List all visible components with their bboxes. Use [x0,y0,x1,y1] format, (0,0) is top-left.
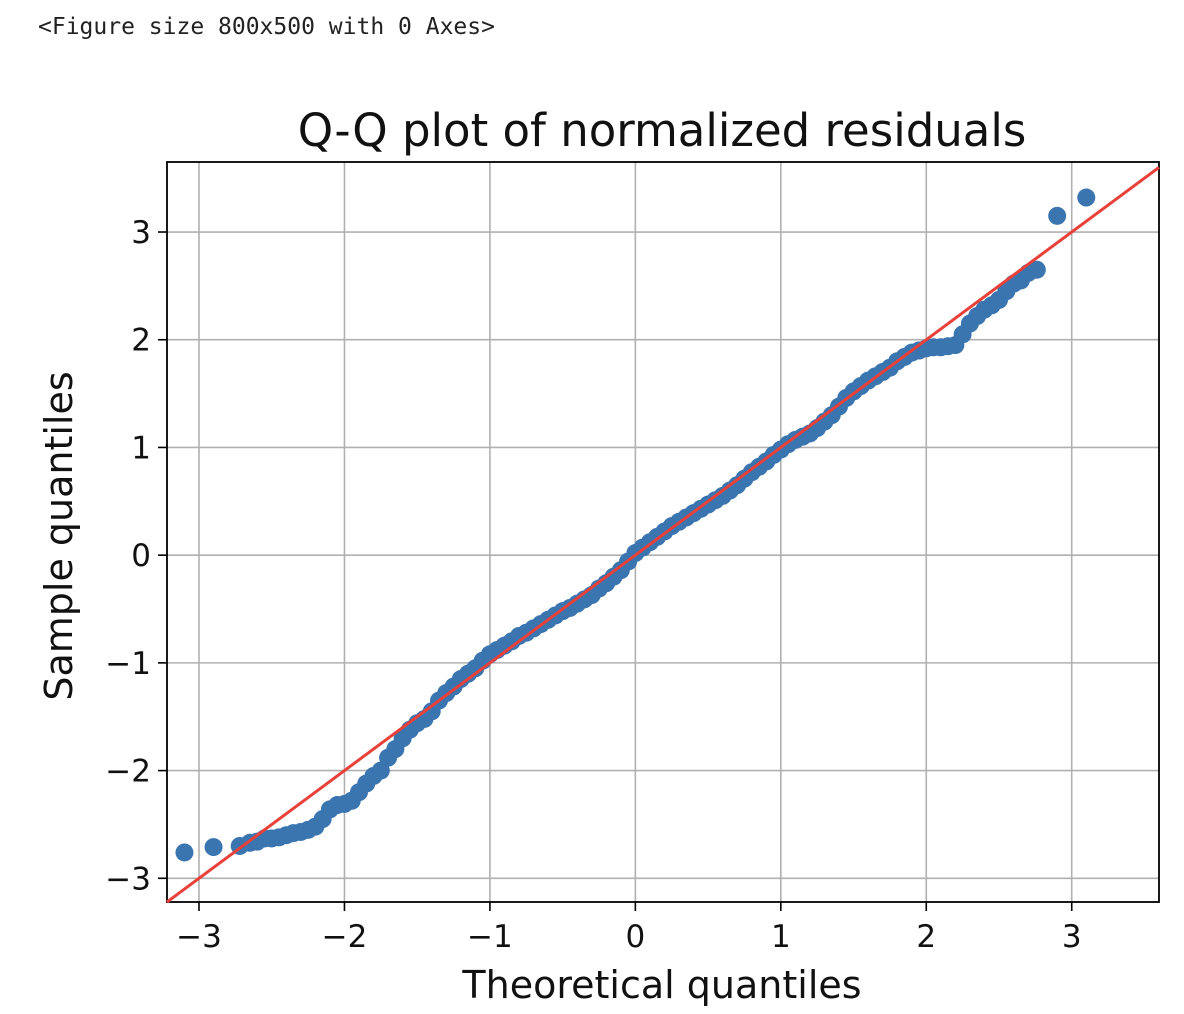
x-tick-label: −3 [176,919,222,955]
data-point [175,843,194,862]
axes-frame [166,161,1160,903]
chart-title: Q-Q plot of normalized residuals [298,104,1027,157]
x-tick-label: 1 [771,919,791,955]
y-tick-label: 3 [131,215,151,251]
figure-size-output: <Figure size 800x500 with 0 Axes> [38,14,495,40]
x-tick-label: 0 [625,919,645,955]
x-tick-label: −1 [467,919,513,955]
y-tick-label: −3 [105,861,151,897]
y-axis-label: Sample quantiles [37,371,81,700]
x-tick-label: 2 [916,919,936,955]
grid-lines [167,162,1159,902]
y-tick-label: −1 [105,646,151,682]
data-point [1027,260,1046,279]
data-point [1048,206,1067,225]
ticks: −3 −2 −1 0 1 2 3 −3 −2 −1 0 1 2 3 [105,215,1081,955]
y-tick-label: 1 [131,430,151,466]
x-axis-label: Theoretical quantiles [461,963,861,1007]
reference-line [166,166,1160,904]
y-tick-label: 0 [131,538,151,574]
data-point [1077,188,1096,207]
x-tick-label: 3 [1062,919,1082,955]
data-point [204,838,223,857]
plot-border [166,161,1160,903]
y-tick-label: −2 [105,754,151,790]
x-tick-label: −2 [322,919,368,955]
reference-line-segment [166,166,1160,904]
y-tick-label: 2 [131,323,151,359]
